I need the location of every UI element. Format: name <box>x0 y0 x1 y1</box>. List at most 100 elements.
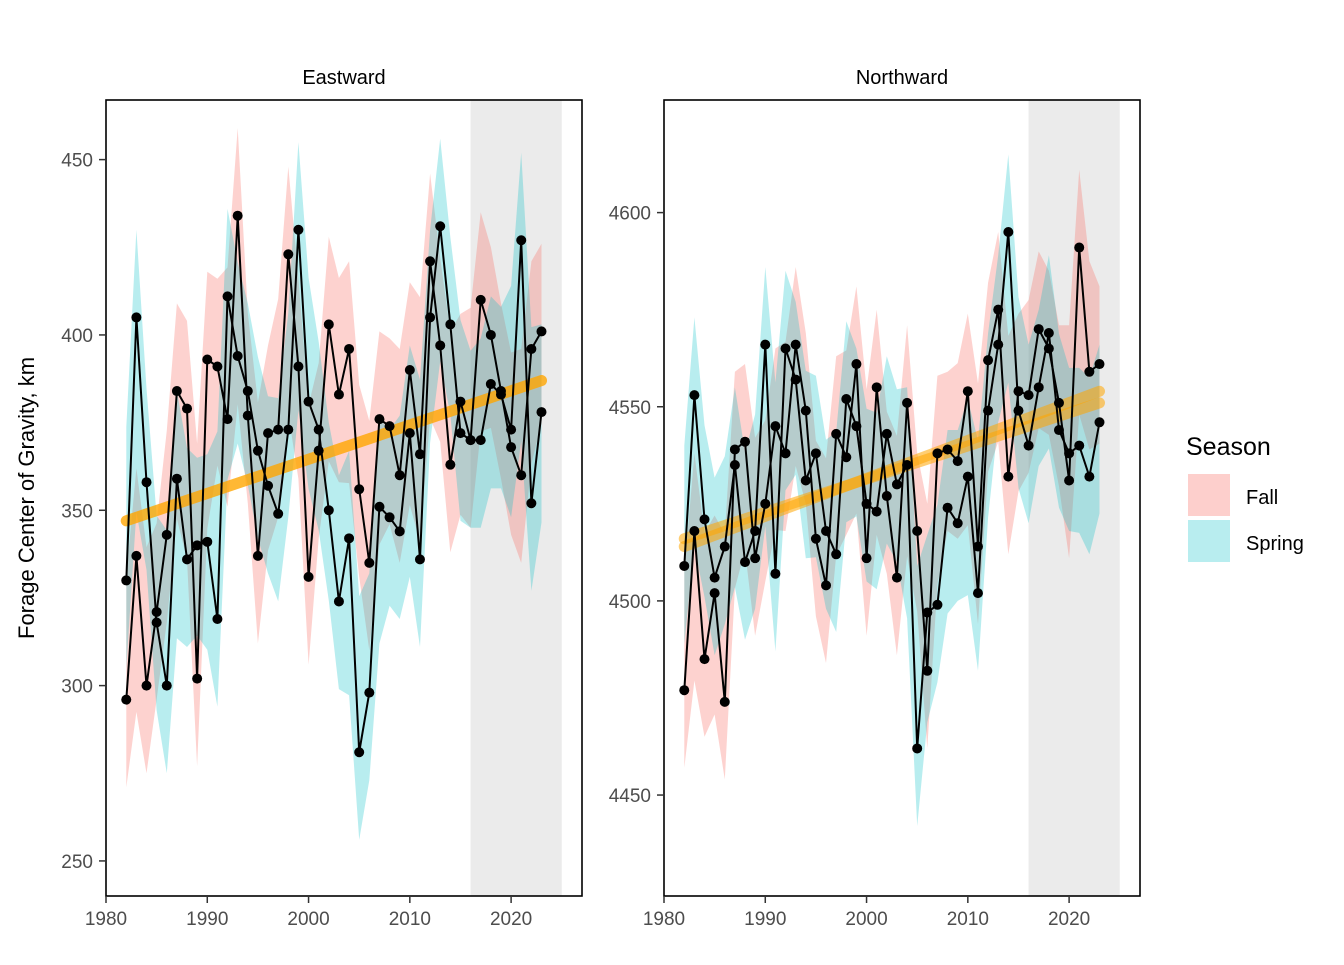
data-point-spring-2011 <box>414 554 425 565</box>
panel-eastward: Eastward 1980 1990 2000 2010 2020 250 300 350 400… <box>61 67 583 930</box>
data-point-spring-1991 <box>212 613 223 624</box>
data-point-fall-2015 <box>455 396 466 407</box>
y-tick-label: 4450 <box>609 786 651 807</box>
series-line-fall <box>125 215 543 700</box>
panel-northward: Northward 1980 1990 2000 2010 2020 4450 4500 455… <box>609 67 1141 930</box>
data-point-fall-2005 <box>912 526 923 537</box>
data-point-spring-1990 <box>760 339 771 350</box>
x-tick-label: 2020 <box>1048 909 1090 930</box>
data-point-fall-1992 <box>222 414 233 425</box>
data-point-fall-1989 <box>750 553 761 564</box>
data-point-fall-1991 <box>212 361 223 372</box>
data-point-spring-2010 <box>404 428 415 439</box>
legend-key-spring <box>1188 520 1230 562</box>
data-point-spring-1997 <box>831 549 842 560</box>
data-point-fall-1995 <box>810 533 821 544</box>
data-point-spring-2007 <box>374 501 385 512</box>
data-point-fall-1986 <box>161 529 172 540</box>
data-point-fall-2006 <box>364 557 375 568</box>
data-point-spring-2011 <box>972 588 983 599</box>
data-point-fall-2019 <box>1053 397 1064 408</box>
data-point-fall-1982 <box>121 694 132 705</box>
x-tick-label: 2010 <box>389 909 431 930</box>
data-point-fall-2018 <box>485 329 496 340</box>
data-point-spring-1983 <box>689 390 700 401</box>
data-point-spring-2019 <box>1053 425 1064 436</box>
data-point-fall-2014 <box>1003 471 1014 482</box>
x-tick-label: 2000 <box>287 909 329 930</box>
legend-key-fall <box>1188 474 1230 516</box>
data-point-spring-2021 <box>516 235 527 246</box>
y-tick-label: 400 <box>61 326 93 347</box>
y-tick-label: 4550 <box>609 398 651 419</box>
data-point-spring-1998 <box>283 424 294 435</box>
data-point-fall-2003 <box>333 389 344 400</box>
data-point-fall-2000 <box>861 553 872 564</box>
data-point-fall-1999 <box>293 361 304 372</box>
data-point-spring-2000 <box>303 396 314 407</box>
data-point-spring-1995 <box>810 448 821 459</box>
data-point-fall-1991 <box>770 421 781 432</box>
data-point-fall-1992 <box>780 448 791 459</box>
data-point-spring-1990 <box>202 536 213 547</box>
data-point-spring-2023 <box>1094 417 1105 428</box>
y-tick-label: 4600 <box>609 204 651 225</box>
y-tick-label: 250 <box>61 852 93 873</box>
data-point-fall-1989 <box>192 673 203 684</box>
data-point-spring-1986 <box>719 541 730 552</box>
data-point-spring-2016 <box>465 435 476 446</box>
panel-border <box>663 99 1141 897</box>
data-point-spring-1986 <box>161 680 172 691</box>
y-tick-label: 350 <box>61 501 93 522</box>
data-point-spring-2012 <box>983 405 994 416</box>
data-point-fall-2012 <box>983 355 994 366</box>
data-point-spring-2008 <box>942 502 953 513</box>
data-point-spring-1983 <box>131 312 142 323</box>
data-point-spring-2002 <box>881 428 892 439</box>
data-point-fall-1994 <box>800 405 811 416</box>
data-point-fall-2021 <box>1074 242 1085 253</box>
x-tick-label: 1980 <box>85 909 127 930</box>
data-point-fall-2006 <box>922 665 933 676</box>
data-point-spring-1993 <box>790 374 801 385</box>
y-axis-label: Forage Center of Gravity, km <box>14 357 39 639</box>
x-tick-label: 1980 <box>643 909 685 930</box>
legend: Season Fall Spring <box>1186 433 1304 562</box>
data-point-fall-2011 <box>414 449 425 460</box>
data-point-spring-2000 <box>861 498 872 509</box>
data-point-spring-2005 <box>354 747 365 758</box>
data-point-fall-2022 <box>526 343 537 354</box>
data-point-spring-2018 <box>485 379 496 390</box>
data-point-fall-2022 <box>1084 366 1095 377</box>
data-point-spring-1988 <box>182 554 193 565</box>
recent-period-band <box>470 100 562 896</box>
data-point-fall-2009 <box>394 470 405 481</box>
data-point-spring-2001 <box>313 424 324 435</box>
x-tick-label: 1990 <box>744 909 786 930</box>
data-point-fall-2010 <box>962 386 973 397</box>
data-point-fall-2001 <box>313 445 324 456</box>
data-point-fall-2002 <box>881 491 892 502</box>
data-point-fall-2012 <box>425 256 436 267</box>
data-point-fall-2013 <box>993 304 1004 315</box>
data-point-fall-2008 <box>942 444 953 455</box>
data-point-fall-2013 <box>435 340 446 351</box>
data-point-spring-2014 <box>1003 227 1014 238</box>
data-point-fall-2010 <box>404 365 415 376</box>
x-tick-label: 2010 <box>947 909 989 930</box>
data-point-spring-2013 <box>435 221 446 232</box>
data-point-fall-2017 <box>1033 324 1044 335</box>
data-point-spring-1985 <box>709 572 720 583</box>
data-point-fall-2011 <box>972 541 983 552</box>
data-point-spring-1999 <box>293 224 304 235</box>
recent-period-band <box>1028 100 1120 896</box>
data-point-fall-1988 <box>740 436 751 447</box>
data-point-spring-1997 <box>273 508 284 519</box>
data-point-fall-2009 <box>952 456 963 467</box>
data-point-fall-2007 <box>932 448 943 459</box>
data-point-spring-1985 <box>151 617 162 628</box>
data-point-spring-2017 <box>475 435 486 446</box>
data-point-spring-2005 <box>912 743 923 754</box>
data-point-spring-1982 <box>679 560 690 571</box>
